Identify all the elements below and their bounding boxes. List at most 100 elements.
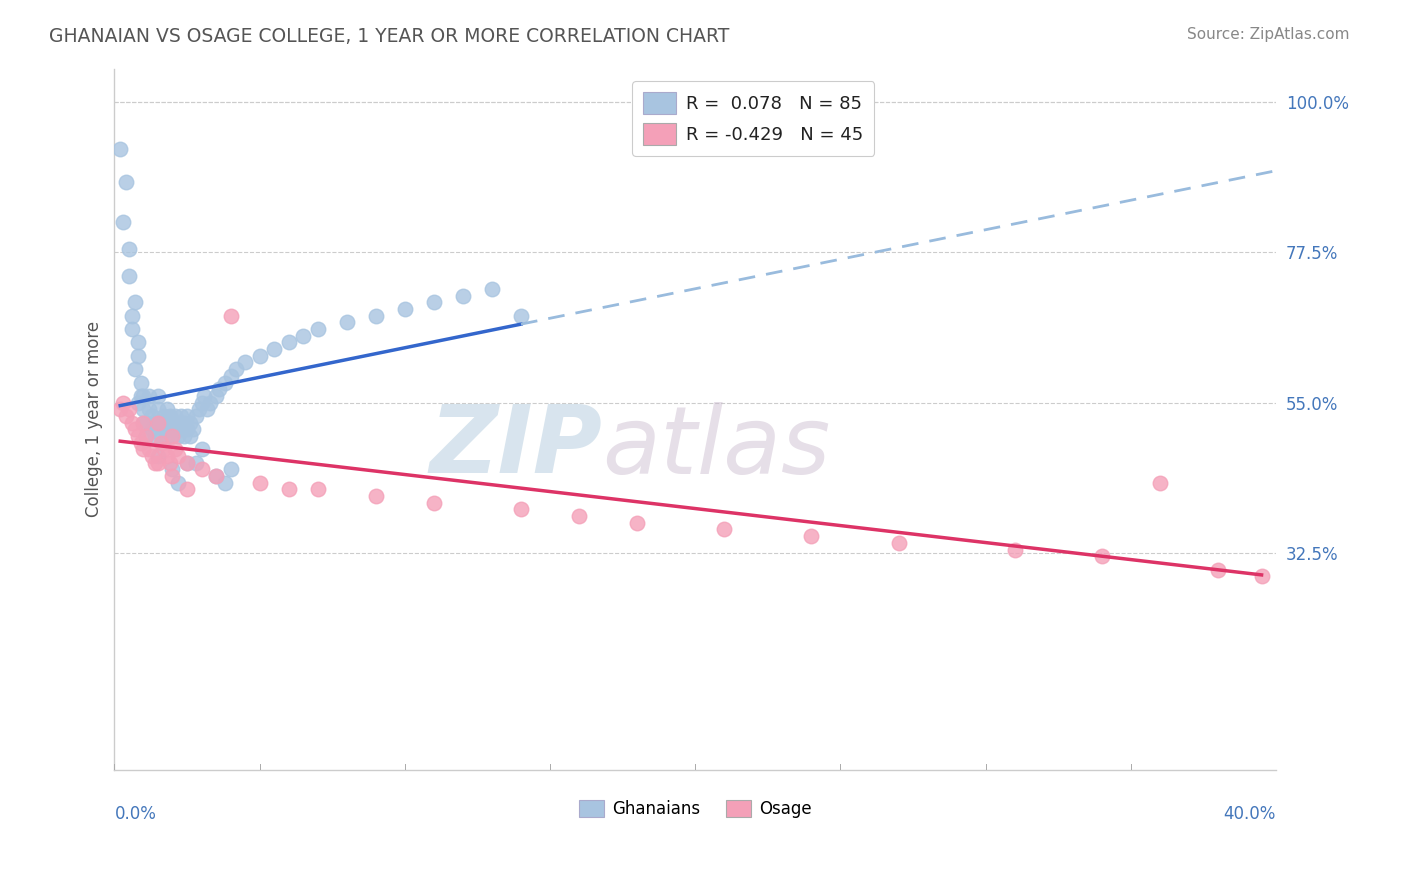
Point bbox=[135, 416, 157, 430]
Point bbox=[149, 429, 172, 443]
Point bbox=[124, 295, 146, 310]
Point bbox=[307, 322, 329, 336]
Point bbox=[568, 509, 591, 524]
Point bbox=[135, 429, 157, 443]
Point bbox=[143, 429, 166, 443]
Point bbox=[138, 389, 160, 403]
Point bbox=[162, 469, 184, 483]
Point bbox=[162, 429, 184, 443]
Point bbox=[193, 389, 215, 403]
Point bbox=[152, 409, 174, 423]
Point bbox=[179, 429, 201, 443]
Point bbox=[138, 402, 160, 417]
Point bbox=[176, 422, 198, 436]
Point bbox=[132, 389, 155, 403]
Point bbox=[132, 402, 155, 417]
Point bbox=[179, 416, 201, 430]
Point bbox=[112, 215, 135, 229]
Point bbox=[481, 282, 503, 296]
Point bbox=[1004, 542, 1026, 557]
Point bbox=[121, 309, 143, 323]
Point bbox=[135, 429, 157, 443]
Point bbox=[146, 402, 169, 417]
Point bbox=[143, 416, 166, 430]
Point bbox=[129, 389, 152, 403]
Point bbox=[423, 496, 446, 510]
Legend: Ghanaians, Osage: Ghanaians, Osage bbox=[572, 793, 818, 825]
Point bbox=[364, 489, 387, 503]
Point bbox=[141, 409, 163, 423]
Point bbox=[170, 409, 193, 423]
Point bbox=[141, 449, 163, 463]
Point bbox=[121, 322, 143, 336]
Point bbox=[176, 409, 198, 423]
Point bbox=[800, 529, 823, 543]
Point bbox=[184, 456, 207, 470]
Point bbox=[156, 416, 179, 430]
Point bbox=[167, 429, 190, 443]
Point bbox=[205, 469, 228, 483]
Point bbox=[118, 268, 141, 283]
Point bbox=[1091, 549, 1114, 564]
Point bbox=[219, 309, 242, 323]
Point bbox=[307, 483, 329, 497]
Point bbox=[1250, 569, 1272, 583]
Point bbox=[190, 442, 212, 457]
Text: Source: ZipAtlas.com: Source: ZipAtlas.com bbox=[1187, 27, 1350, 42]
Point bbox=[132, 416, 155, 430]
Point bbox=[146, 416, 169, 430]
Point bbox=[200, 395, 222, 409]
Point bbox=[143, 456, 166, 470]
Point bbox=[195, 402, 218, 417]
Point bbox=[233, 355, 256, 369]
Point bbox=[205, 389, 228, 403]
Point bbox=[127, 335, 149, 350]
Point bbox=[124, 362, 146, 376]
Point bbox=[451, 288, 474, 302]
Point bbox=[423, 295, 446, 310]
Point bbox=[146, 389, 169, 403]
Point bbox=[176, 456, 198, 470]
Point bbox=[214, 475, 236, 490]
Point bbox=[159, 409, 181, 423]
Text: atlas: atlas bbox=[602, 401, 831, 492]
Point bbox=[167, 416, 190, 430]
Text: 0.0%: 0.0% bbox=[114, 805, 156, 823]
Point bbox=[127, 395, 149, 409]
Point bbox=[249, 475, 271, 490]
Point bbox=[225, 362, 247, 376]
Point bbox=[165, 422, 187, 436]
Point bbox=[1149, 475, 1171, 490]
Point bbox=[124, 422, 146, 436]
Point bbox=[156, 449, 179, 463]
Point bbox=[170, 422, 193, 436]
Point bbox=[626, 516, 648, 530]
Point bbox=[510, 502, 533, 516]
Y-axis label: College, 1 year or more: College, 1 year or more bbox=[86, 321, 103, 517]
Point bbox=[167, 449, 190, 463]
Point bbox=[292, 328, 315, 343]
Point bbox=[127, 349, 149, 363]
Point bbox=[110, 142, 132, 156]
Point bbox=[364, 309, 387, 323]
Point bbox=[132, 416, 155, 430]
Point bbox=[162, 416, 184, 430]
Point bbox=[176, 483, 198, 497]
Point bbox=[129, 376, 152, 390]
Point bbox=[156, 429, 179, 443]
Point bbox=[156, 402, 179, 417]
Point bbox=[277, 335, 299, 350]
Point bbox=[115, 175, 138, 189]
Point bbox=[219, 462, 242, 476]
Point bbox=[118, 242, 141, 256]
Point bbox=[176, 456, 198, 470]
Point bbox=[187, 402, 209, 417]
Text: GHANAIAN VS OSAGE COLLEGE, 1 YEAR OR MORE CORRELATION CHART: GHANAIAN VS OSAGE COLLEGE, 1 YEAR OR MOR… bbox=[49, 27, 730, 45]
Text: ZIP: ZIP bbox=[429, 401, 602, 493]
Point bbox=[181, 422, 204, 436]
Point bbox=[162, 429, 184, 443]
Point bbox=[159, 422, 181, 436]
Point bbox=[219, 368, 242, 383]
Point bbox=[159, 456, 181, 470]
Point bbox=[115, 409, 138, 423]
